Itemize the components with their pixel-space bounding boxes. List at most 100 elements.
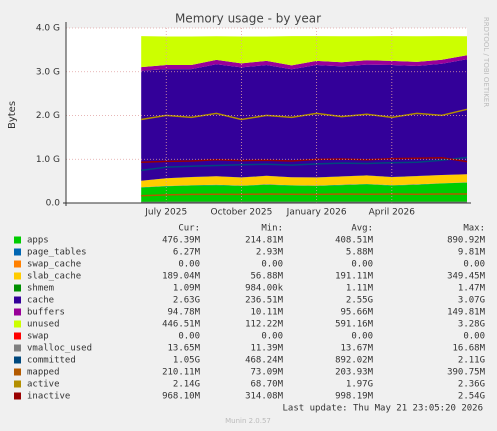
stat-value: 446.51M	[162, 320, 201, 330]
line	[141, 193, 467, 197]
stat-value: 3.07G	[458, 296, 485, 306]
stat-value: 0.00	[261, 332, 283, 342]
legend-label: vmalloc_used	[27, 344, 92, 354]
stat-header: Cur:	[178, 224, 200, 234]
y-tick-label: 3.0 G	[36, 67, 60, 77]
stat-value: 2.36G	[458, 380, 485, 390]
stat-value: 349.45M	[447, 272, 486, 282]
area	[141, 174, 467, 188]
legend-label: page_tables	[27, 248, 87, 258]
stat-value: 468.24M	[245, 356, 284, 366]
legend-label: slab_cache	[27, 272, 81, 282]
stat-value: 6.27M	[173, 248, 201, 258]
legend-label: swap	[27, 332, 49, 342]
legend-swatch	[14, 368, 21, 376]
stat-value: 2.93M	[256, 248, 284, 258]
legend-swatch	[14, 284, 21, 292]
legend-swatch	[14, 344, 21, 352]
stat-value: 0.00	[463, 332, 485, 342]
stat-value: 0.00	[178, 260, 200, 270]
stat-value: 191.11M	[335, 272, 374, 282]
legend-label: swap_cache	[27, 260, 81, 270]
legend-swatch	[14, 356, 21, 364]
legend-label: buffers	[27, 308, 65, 318]
x-tick-label: April 2026	[369, 208, 416, 218]
stat-value: 968.10M	[162, 392, 201, 402]
footer: Last update: Thu May 21 23:05:20 2026	[283, 404, 483, 414]
stat-value: 203.93M	[335, 368, 374, 378]
stat-value: 189.04M	[162, 272, 201, 282]
line	[141, 156, 468, 172]
line	[141, 108, 468, 121]
stat-value: 476.39M	[162, 236, 201, 246]
version: Munin 2.0.57	[225, 417, 271, 425]
stat-header: Avg:	[351, 224, 373, 234]
y-tick-label: 0.0	[46, 199, 61, 209]
line	[141, 157, 468, 164]
stat-value: 16.68M	[452, 344, 485, 354]
stat-value: 2.63G	[173, 296, 200, 306]
watermark: RRDTOOL / TOBI OETIKER	[482, 17, 490, 107]
stat-value: 1.09M	[173, 284, 201, 294]
area	[141, 36, 467, 68]
legend-label: committed	[27, 356, 76, 366]
stat-value: 2.11G	[458, 356, 485, 366]
stat-value: 236.51M	[245, 296, 284, 306]
legend-swatch	[14, 380, 21, 388]
legend-label: mapped	[27, 368, 60, 378]
legend-swatch	[14, 296, 21, 304]
legend-swatch	[14, 272, 21, 280]
stat-value: 1.97G	[346, 380, 373, 390]
legend-label: apps	[27, 236, 49, 246]
area	[141, 55, 467, 71]
legend-swatch	[14, 260, 21, 268]
stat-value: 73.09M	[250, 368, 283, 378]
stat-value: 112.22M	[245, 320, 284, 330]
x-tick-label: October 2025	[211, 208, 273, 218]
stat-value: 998.19M	[335, 392, 374, 402]
legend-swatch	[14, 332, 21, 340]
stat-value: 149.81M	[447, 308, 486, 318]
area	[141, 182, 467, 188]
stat-value: 210.11M	[162, 368, 201, 378]
stat-value: 1.47M	[458, 284, 486, 294]
stat-value: 214.81M	[245, 236, 284, 246]
stat-value: 0.00	[351, 260, 373, 270]
stat-value: 10.11M	[250, 308, 283, 318]
stat-value: 314.08M	[245, 392, 284, 402]
stat-value: 1.11M	[346, 284, 374, 294]
legend-label: cache	[27, 296, 54, 306]
y-tick-label: 1.0 G	[36, 155, 60, 165]
stat-header: Min:	[261, 224, 283, 234]
y-tick-label: 2.0 G	[36, 111, 60, 121]
stat-value: 11.39M	[250, 344, 283, 354]
stat-value: 2.55G	[346, 296, 373, 306]
legend-swatch	[14, 320, 21, 328]
stat-value: 984.00k	[245, 284, 284, 294]
stat-value: 13.65M	[167, 344, 200, 354]
legend-swatch	[14, 308, 21, 316]
stat-value: 9.81M	[458, 248, 486, 258]
stat-value: 3.28G	[458, 320, 485, 330]
legend-label: active	[27, 380, 60, 390]
stat-value: 2.14G	[173, 380, 200, 390]
stat-value: 68.70M	[250, 380, 283, 390]
legend-label: inactive	[27, 392, 70, 402]
legend-label: shmem	[27, 284, 54, 294]
legend-swatch	[14, 392, 21, 400]
x-tick-label: July 2025	[144, 208, 187, 218]
stat-value: 56.88M	[250, 272, 283, 282]
stat-value: 95.66M	[340, 308, 373, 318]
legend-swatch	[14, 236, 21, 244]
stat-value: 408.51M	[335, 236, 374, 246]
stat-value: 390.75M	[447, 368, 486, 378]
stat-value: 2.54G	[458, 392, 485, 402]
x-tick-label: January 2026	[286, 208, 347, 218]
stat-value: 0.00	[463, 260, 485, 270]
stat-value: 1.05G	[173, 356, 200, 366]
stat-value: 0.00	[351, 332, 373, 342]
legend-swatch	[14, 248, 21, 256]
area	[141, 59, 467, 181]
stat-value: 13.67M	[340, 344, 373, 354]
